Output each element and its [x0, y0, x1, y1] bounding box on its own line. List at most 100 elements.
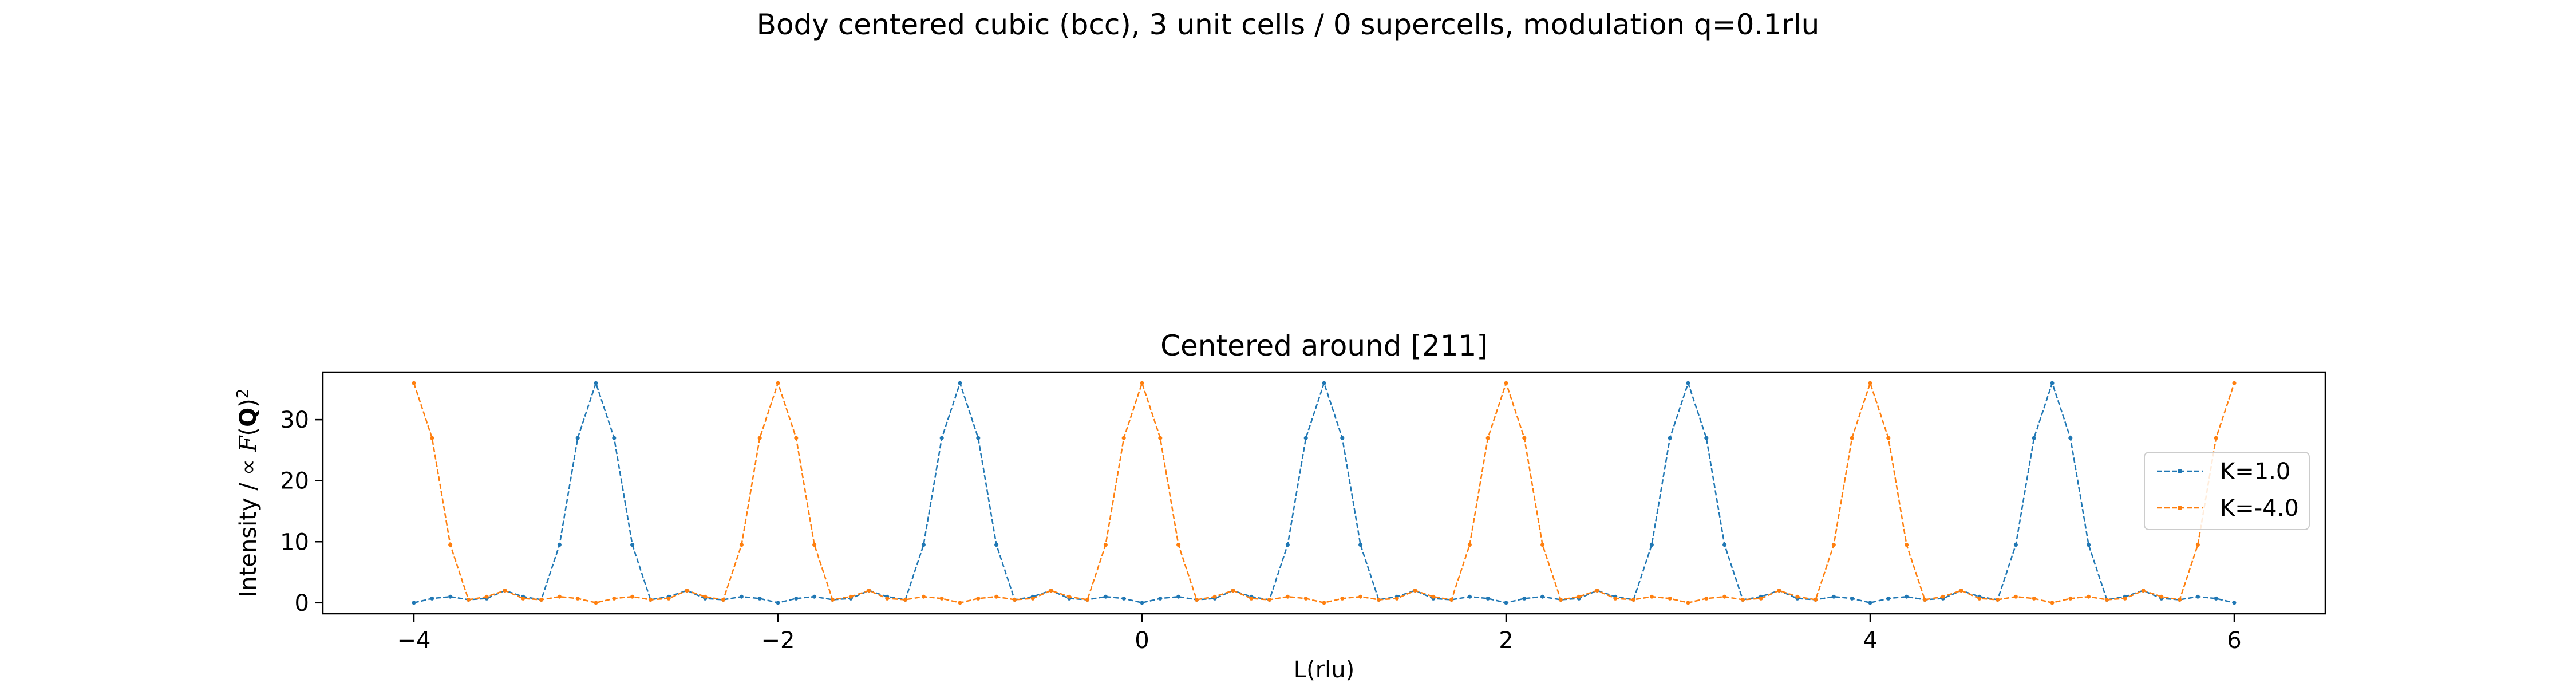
data-point	[1668, 436, 1672, 440]
data-point	[1686, 381, 1690, 385]
data-point	[739, 594, 744, 599]
y-axis-label-close-paren: )	[235, 398, 262, 408]
data-point	[757, 436, 762, 440]
data-point	[1140, 601, 1144, 605]
data-point	[575, 596, 580, 601]
data-point	[1340, 436, 1345, 440]
data-point	[1905, 543, 1909, 547]
y-axis-label-exponent: 2	[233, 388, 252, 398]
data-point	[1577, 594, 1581, 599]
data-point	[539, 598, 544, 602]
data-point	[594, 601, 598, 605]
data-point	[521, 596, 526, 601]
legend-entries: K=1.0 K=-4.0	[2157, 459, 2299, 522]
x-tick-label: 6	[2227, 627, 2241, 654]
data-point	[1231, 589, 1235, 593]
data-point	[430, 596, 434, 601]
data-point	[2232, 601, 2237, 605]
data-point	[1759, 596, 1763, 601]
data-point	[2123, 596, 2127, 601]
data-point	[1850, 596, 1854, 601]
data-point	[1704, 596, 1709, 601]
data-point	[958, 601, 962, 605]
data-point	[1467, 594, 1472, 599]
data-point	[1085, 598, 1090, 602]
data-point	[1121, 596, 1126, 601]
data-point	[1394, 596, 1399, 601]
data-point	[484, 594, 489, 599]
data-point	[630, 543, 635, 547]
x-tick-label: 2	[1499, 627, 1513, 654]
data-point	[1886, 596, 1891, 601]
data-point	[1977, 596, 1982, 601]
data-point	[1431, 594, 1436, 599]
data-point	[1504, 601, 1508, 605]
data-point	[448, 543, 453, 547]
data-point	[794, 596, 799, 601]
data-point	[1358, 543, 1363, 547]
data-point	[976, 436, 981, 440]
data-point	[1358, 594, 1363, 599]
data-point	[776, 381, 780, 385]
data-point	[430, 436, 434, 440]
data-point	[994, 543, 999, 547]
data-point	[1303, 596, 1308, 601]
data-point	[557, 594, 562, 599]
data-point	[685, 589, 689, 593]
y-tick-label: 10	[280, 529, 309, 555]
x-tick-label: 4	[1863, 627, 1877, 654]
legend-frame	[2144, 452, 2310, 530]
data-point	[557, 543, 562, 547]
data-point	[1868, 601, 1872, 605]
legend-marker	[2178, 506, 2182, 510]
x-axis-label: L(rlu)	[1294, 657, 1354, 683]
data-point	[1176, 543, 1181, 547]
data-point	[412, 601, 416, 605]
data-point	[2159, 594, 2164, 599]
data-point	[848, 594, 853, 599]
data-point	[612, 596, 617, 601]
data-point	[1285, 594, 1290, 599]
axes-frame	[322, 371, 2326, 615]
data-point	[794, 436, 799, 440]
data-point	[1868, 381, 1872, 385]
data-point	[594, 381, 598, 385]
data-point	[1777, 589, 1781, 593]
x-tick-label: 0	[1135, 627, 1149, 654]
data-point	[1831, 594, 1836, 599]
data-point	[2087, 594, 2091, 599]
series-2	[412, 381, 2237, 605]
data-point	[1996, 598, 2000, 602]
y-tick-label: 20	[280, 468, 309, 495]
data-point	[412, 381, 416, 385]
data-point	[1322, 601, 1326, 605]
data-point	[1340, 596, 1345, 601]
data-point	[1485, 436, 1490, 440]
data-point	[1522, 436, 1527, 440]
data-point	[1631, 598, 1636, 602]
data-point	[757, 596, 762, 601]
data-point	[2195, 543, 2200, 547]
data-point	[1285, 543, 1290, 547]
data-point	[2068, 436, 2073, 440]
data-point	[1485, 596, 1490, 601]
data-point	[2013, 594, 2018, 599]
data-point	[1649, 594, 1654, 599]
x-axis: −4 −2 0 2 4 6	[397, 614, 2242, 654]
y-axis-label-open-paren: (	[235, 427, 262, 436]
data-point	[903, 598, 908, 602]
data-point	[1158, 436, 1163, 440]
axes-title: Centered around [211]	[1160, 329, 1488, 362]
data-point	[1922, 598, 1927, 602]
data-point	[2013, 543, 2018, 547]
data-point	[1722, 543, 1727, 547]
data-point	[1558, 598, 1563, 602]
data-point	[2195, 594, 2200, 599]
legend-marker	[2178, 469, 2182, 473]
data-point	[1467, 543, 1472, 547]
data-point	[1413, 589, 1417, 593]
data-point	[812, 594, 817, 599]
data-point	[1886, 436, 1891, 440]
data-point	[885, 596, 890, 601]
